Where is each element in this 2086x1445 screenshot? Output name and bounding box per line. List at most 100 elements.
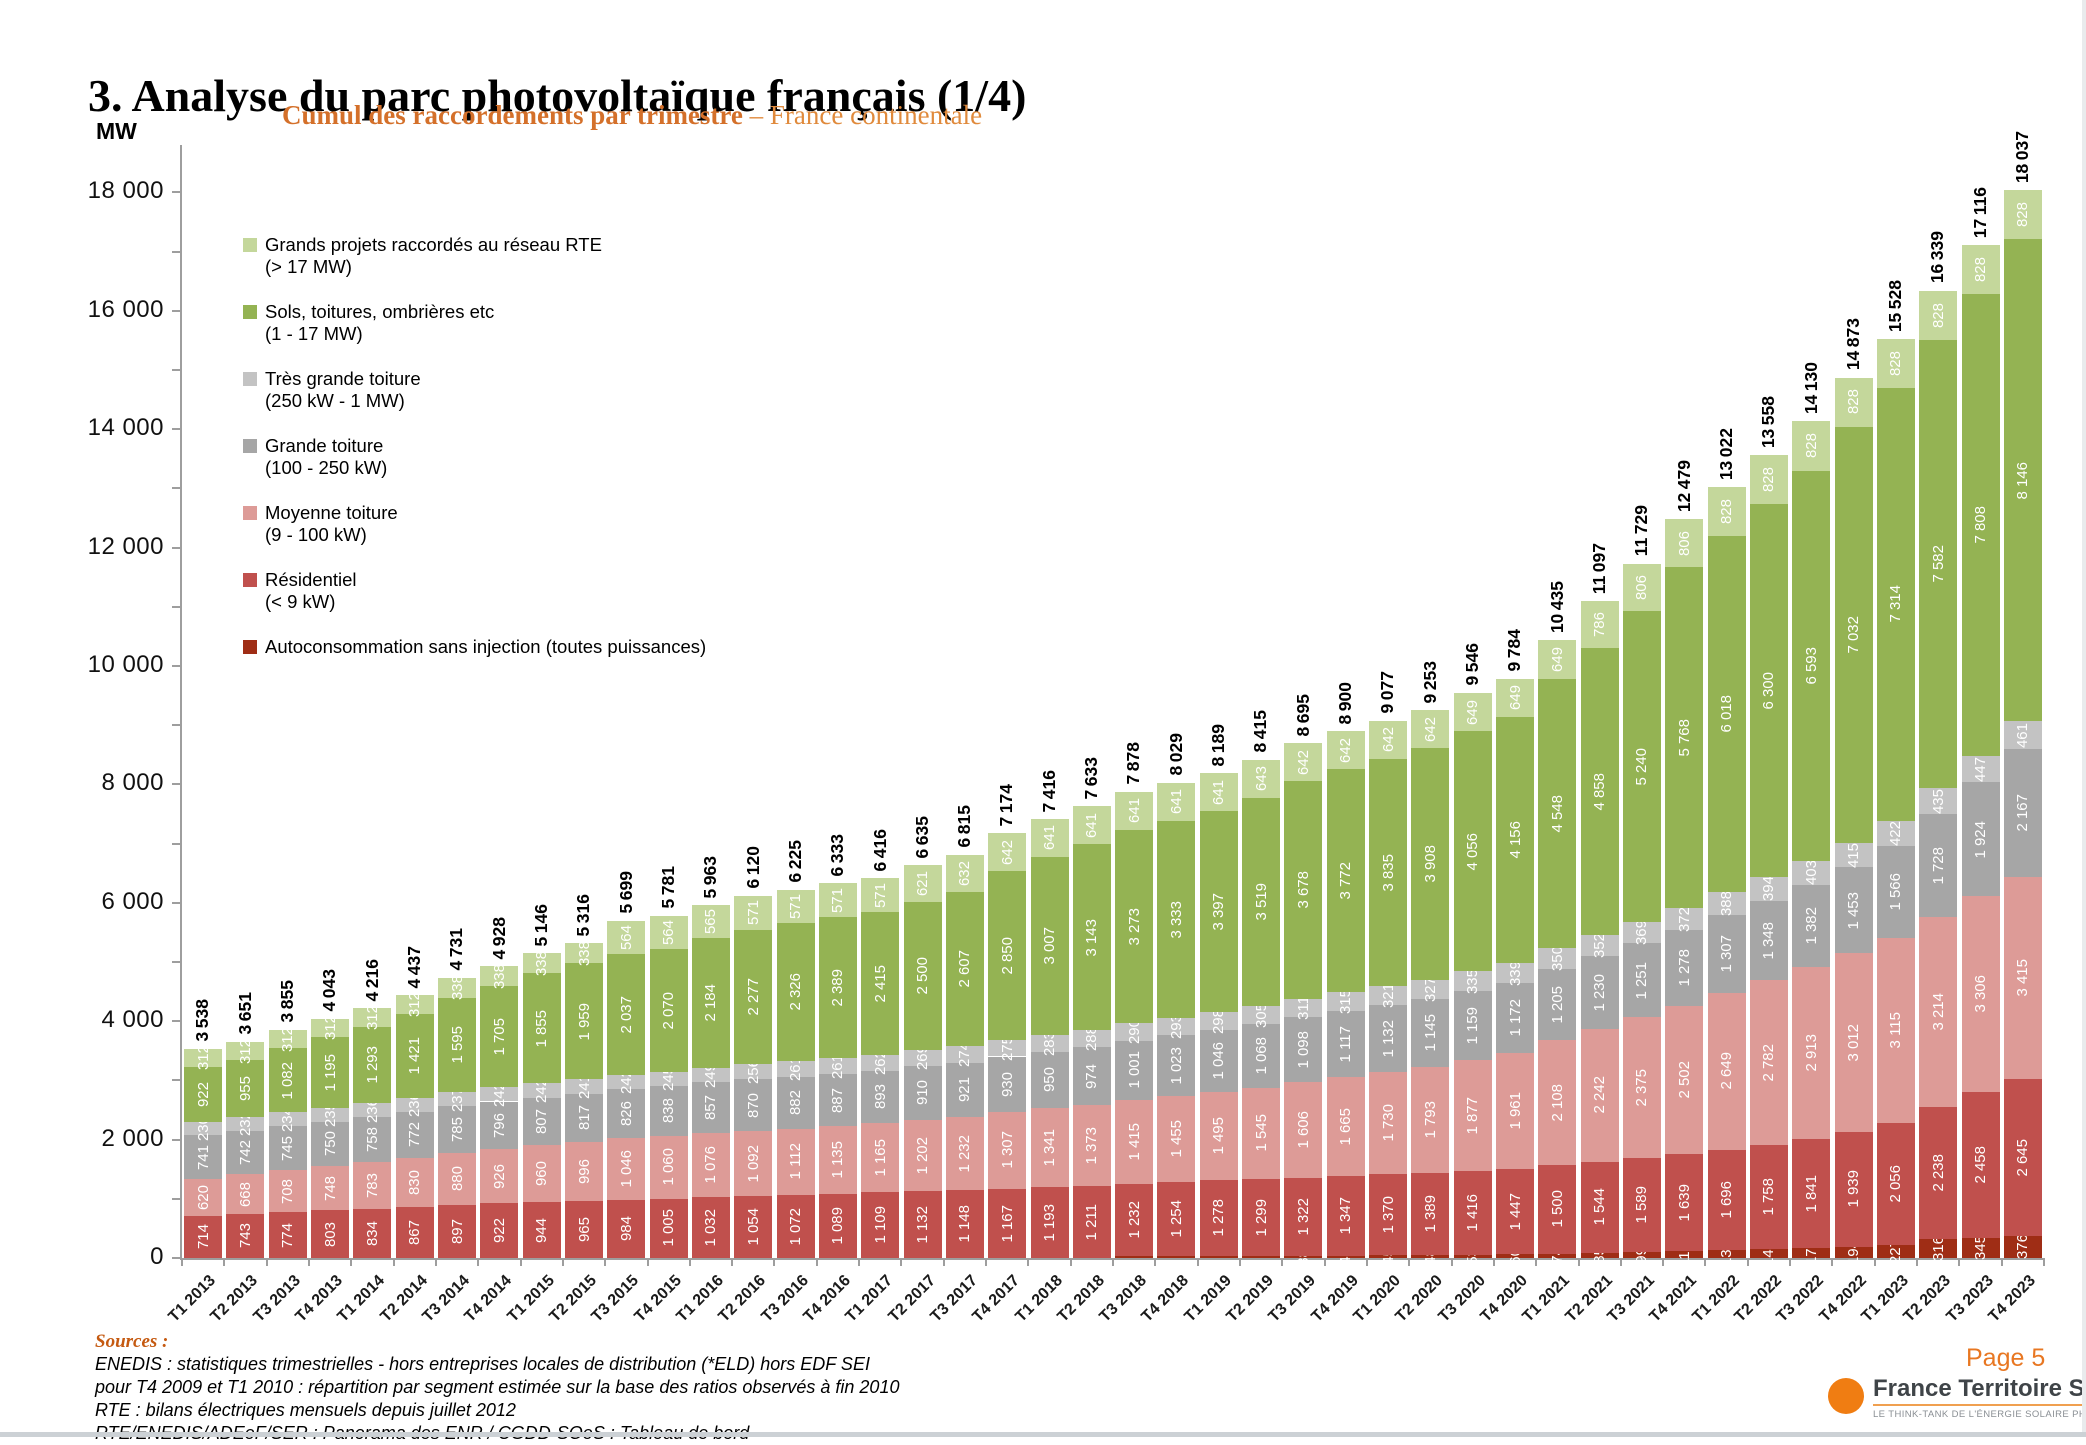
segment-value-label: 632 — [956, 860, 974, 886]
bar-segment: 806 — [1622, 563, 1661, 612]
bar-segment: 642 — [1369, 720, 1408, 759]
bar-t4-2018: 1 254 1 455 1 023 293 3 333 641 8 029 — [1157, 145, 1196, 1258]
segment-value-label: 2 242 — [1591, 1076, 1609, 1114]
bar-segment: 288 — [1072, 1026, 1111, 1051]
bar-segment: 1 148 — [945, 1190, 984, 1258]
bar-segment: 1 211 — [1072, 1186, 1111, 1258]
x-axis-tick — [265, 1258, 268, 1266]
bar-segment: 403 — [1792, 860, 1831, 885]
segment-value-label: 1 793 — [1421, 1101, 1439, 1139]
y-axis-label: 10 000 — [87, 650, 164, 678]
segment-value-label: 774 — [279, 1222, 297, 1248]
slide-bottom-edge — [0, 1432, 2086, 1437]
total-value: 8 900 — [1335, 681, 1355, 725]
bar-segment: 1 855 — [522, 973, 561, 1084]
bar-segment: 312 — [395, 992, 434, 1017]
segment-value-label: 1 639 — [1675, 1183, 1693, 1222]
segment-value-label: 1 877 — [1464, 1096, 1482, 1135]
legend-label: Très grande toiture (250 kW - 1 MW) — [265, 368, 421, 411]
total-value: 14 130 — [1800, 362, 1821, 415]
x-axis-tick — [1281, 1258, 1284, 1266]
legend-sublabel: (> 17 MW) — [265, 256, 352, 277]
bar-segment: 838 — [649, 1086, 688, 1136]
bar-total-label: 8 415 — [1242, 710, 1280, 752]
bar-segment: 922 — [184, 1066, 223, 1122]
total-value: 9 253 — [1419, 660, 1440, 704]
x-axis-tick — [1408, 1258, 1411, 1266]
segment-value-label: 7 808 — [1972, 506, 1990, 544]
segment-value-label: 312 — [236, 1038, 254, 1064]
y-axis-label: 14 000 — [87, 414, 164, 442]
bar-total-label: 6 225 — [777, 840, 815, 882]
bar-segment: 571 — [776, 889, 815, 924]
france-territoire-solaire-logo: France Territoire Solaire LE THINK-TANK … — [1828, 1376, 2086, 1420]
segment-value-label: 1 232 — [956, 1134, 974, 1173]
bar-segment: 3 214 — [1919, 916, 1958, 1107]
segment-value-label: 2 375 — [1633, 1069, 1651, 1107]
x-axis-tick — [519, 1258, 522, 1266]
bar-segment: 312 — [311, 1015, 350, 1040]
x-axis-tick — [1154, 1258, 1157, 1266]
segment-value-label: 1 500 — [1548, 1190, 1566, 1228]
bar-segment: 1 098 — [1284, 1017, 1323, 1083]
bar-segment: 312 — [184, 1045, 223, 1070]
bar-segment: 3 306 — [1961, 896, 2000, 1093]
segment-value-label: 1 705 — [490, 1017, 508, 1056]
total-value: 6 815 — [954, 805, 975, 848]
legend-sublabel: (1 - 17 MW) — [265, 323, 363, 344]
bar-t1-2014: 834 783 758 236 1 293 312 4 216 — [353, 145, 392, 1258]
total-value: 4 437 — [404, 945, 424, 989]
bar-segment: 3 519 — [1242, 797, 1281, 1007]
bar-segment: 3 397 — [1199, 811, 1238, 1013]
bar-total-label: 3 538 — [184, 999, 222, 1041]
legend-swatch-icon — [243, 305, 257, 319]
bar-segment: 796 — [480, 1101, 519, 1149]
bar-t4-2019: 42 1 347 1 665 1 117 315 3 772 642 8 900 — [1326, 145, 1365, 1265]
y-axis-tick — [172, 1138, 181, 1141]
segment-value-label: 3 397 — [1210, 892, 1228, 931]
total-value: 5 699 — [615, 871, 636, 914]
bar-segment: 269 — [903, 1045, 942, 1071]
segment-value-label: 1 172 — [1506, 999, 1524, 1037]
segment-value-label: 893 — [871, 1084, 889, 1110]
x-axis-tick — [223, 1258, 226, 1266]
bar-segment: 2 167 — [2003, 748, 2042, 877]
bar-total-label: 4 216 — [353, 959, 391, 1001]
bar-segment: 620 — [184, 1179, 223, 1216]
segment-value-label: 828 — [1718, 499, 1736, 525]
segment-value-label: 1 758 — [1760, 1178, 1778, 1216]
bar-segment: 7 582 — [1919, 339, 1958, 789]
total-value: 10 435 — [1546, 581, 1567, 634]
segment-value-label: 828 — [1929, 302, 1947, 328]
segment-value-label: 796 — [490, 1112, 508, 1138]
segment-value-label: 1 278 — [1210, 1199, 1228, 1237]
x-axis-tick — [1027, 1258, 1030, 1266]
segment-value-label: 312 — [321, 1015, 339, 1041]
segment-value-label: 2 277 — [744, 978, 762, 1016]
bar-t2-2022: 148 1 758 2 782 1 348 394 6 300 828 13 558 — [1749, 145, 1788, 1266]
y-axis-tick — [172, 191, 181, 194]
bar-total-label: 8 029 — [1157, 733, 1195, 775]
total-value: 3 651 — [234, 992, 255, 1035]
segment-value-label: 996 — [575, 1158, 593, 1184]
y-axis-tick — [172, 1257, 181, 1259]
bar-segment: 826 — [607, 1088, 646, 1138]
bar-segment: 1 728 — [1919, 814, 1958, 917]
bar-segment: 867 — [395, 1206, 434, 1258]
total-value: 8 695 — [1292, 693, 1313, 737]
bar-segment: 621 — [903, 865, 942, 903]
x-axis-tick — [688, 1258, 691, 1266]
segment-value-label: 642 — [1337, 737, 1355, 763]
segment-value-label: 880 — [448, 1166, 466, 1192]
total-value: 14 873 — [1842, 318, 1863, 371]
bar-segment: 1 299 — [1242, 1178, 1281, 1256]
segment-value-label: 2 502 — [1675, 1061, 1693, 1099]
bar-total-label: 8 695 — [1284, 694, 1322, 736]
y-axis-label: 2 000 — [101, 1124, 164, 1152]
segment-value-label: 1 595 — [448, 1026, 466, 1064]
bar-segment: 345 — [1961, 1235, 2000, 1260]
segment-value-label: 1 566 — [1887, 873, 1905, 911]
segment-value-label: 2 070 — [660, 991, 678, 1030]
segment-value-label: 316 — [1929, 1236, 1947, 1262]
bar-segment: 1 023 — [1157, 1035, 1196, 1096]
